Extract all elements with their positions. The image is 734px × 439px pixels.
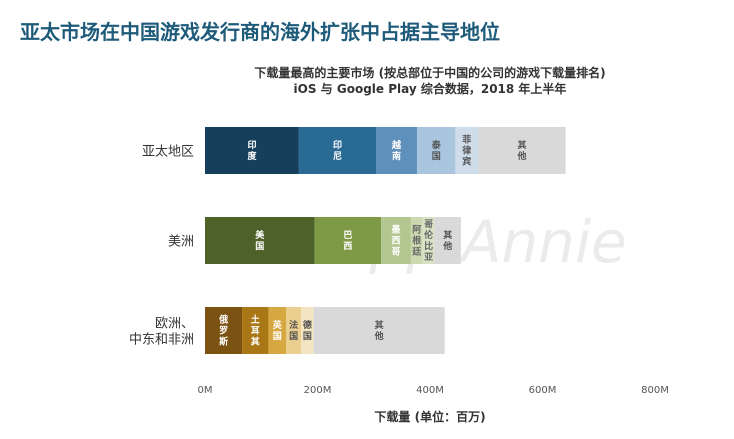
bar-segment-label: 土耳其 bbox=[251, 314, 260, 348]
bar-segment bbox=[301, 307, 314, 354]
bar-segment-label: 印尼 bbox=[333, 139, 342, 162]
bar-segment-label: 俄罗斯 bbox=[218, 314, 228, 348]
x-tick-label: 400M bbox=[416, 385, 444, 396]
bar-segment bbox=[205, 217, 315, 264]
page-title: 亚太市场在中国游戏发行商的海外扩张中占据主导地位 bbox=[20, 20, 500, 44]
bar-segment-label: 菲律宾 bbox=[461, 134, 471, 168]
bar-segment bbox=[381, 217, 411, 264]
bar-segment-label: 泰国 bbox=[431, 139, 442, 162]
bar-segment-label: 法国 bbox=[289, 319, 298, 342]
x-tick-label: 800M bbox=[641, 385, 669, 396]
bar-segment-label: 其他 bbox=[374, 319, 384, 342]
region-label: 亚太地区 bbox=[142, 145, 194, 160]
x-axis-title: 下载量 (单位：百万) bbox=[374, 409, 485, 424]
bar-segment-label: 越南 bbox=[391, 139, 402, 162]
bar-segment-label: 德国 bbox=[303, 319, 312, 342]
bar-segment bbox=[410, 217, 423, 264]
bar-segment-label: 英国 bbox=[272, 319, 283, 342]
x-tick-label: 600M bbox=[529, 385, 557, 396]
bar-segment bbox=[205, 307, 243, 354]
bar-segment bbox=[314, 217, 382, 264]
bar-segment bbox=[455, 127, 479, 174]
bar-segment bbox=[376, 127, 418, 174]
chart-subtitle: iOS 与 Google Play 综合数据，2018 年上半年 bbox=[293, 82, 567, 96]
bar-segment-label: 哥伦比亚 bbox=[424, 219, 434, 263]
bar-segment-label: 印度 bbox=[247, 139, 257, 162]
bar-segment bbox=[422, 217, 435, 264]
segment-labels-group: 印度印尼越南泰国菲律宾其他美国巴西墨西哥阿根廷哥伦比亚其他俄罗斯土耳其英国法国德… bbox=[218, 134, 526, 348]
bar-segment bbox=[298, 127, 376, 174]
bar-segment-label: 巴西 bbox=[343, 230, 352, 252]
region-label: 欧洲、中东和非洲 bbox=[129, 317, 194, 348]
bar-segment bbox=[313, 307, 445, 354]
bar-segment-label: 美国 bbox=[255, 229, 265, 252]
bar-segment-label: 墨西哥 bbox=[391, 225, 400, 258]
bar-segment-label: 其他 bbox=[516, 139, 526, 162]
bar-segment bbox=[286, 307, 302, 354]
x-tick-label: 0M bbox=[198, 385, 213, 396]
bars-group bbox=[205, 127, 566, 354]
bar-segment-label: 阿根廷 bbox=[411, 225, 422, 258]
chart-title: 下载量最高的主要市场 (按总部位于中国的公司的游戏下载量排名) bbox=[254, 66, 606, 80]
bar-segment bbox=[242, 307, 269, 354]
bar-segment bbox=[205, 127, 299, 174]
bar-segment bbox=[417, 127, 456, 174]
bar-segment bbox=[478, 127, 566, 174]
x-tick-labels-group: 0M 200M 400M 600M 800M bbox=[198, 385, 669, 396]
bar-segment bbox=[268, 307, 286, 354]
bar-segment bbox=[434, 217, 461, 264]
x-tick-label: 200M bbox=[304, 385, 332, 396]
bar-segment-label: 其他 bbox=[442, 229, 452, 252]
region-label: 美洲 bbox=[168, 235, 194, 250]
